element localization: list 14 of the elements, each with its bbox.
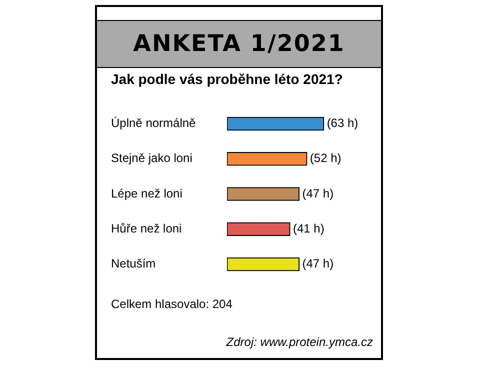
chart-subtitle: Jak podle vás proběhne léto 2021? xyxy=(111,71,343,87)
data-label: (52 h) xyxy=(310,151,342,166)
data-label: (47 h) xyxy=(302,256,334,271)
y-tick-label: Netuším xyxy=(111,256,156,271)
data-label: (63 h) xyxy=(326,116,358,130)
y-tick-label: Stejně jako loni xyxy=(111,151,192,166)
text: Zdroj: www.protein.ymca.cz xyxy=(226,335,373,349)
text: Celkem hlasovalo: 204 xyxy=(111,297,232,311)
y-tick-label: Úplně normálně xyxy=(111,116,196,130)
data-label: (47 h) xyxy=(302,186,334,200)
chart-title: ANKETA 1/2021 xyxy=(97,20,381,68)
y-tick-label: Lépe než loni xyxy=(111,186,182,200)
data-label: (41 h) xyxy=(293,221,324,236)
y-tick-label: Hůře než loni xyxy=(111,221,182,236)
